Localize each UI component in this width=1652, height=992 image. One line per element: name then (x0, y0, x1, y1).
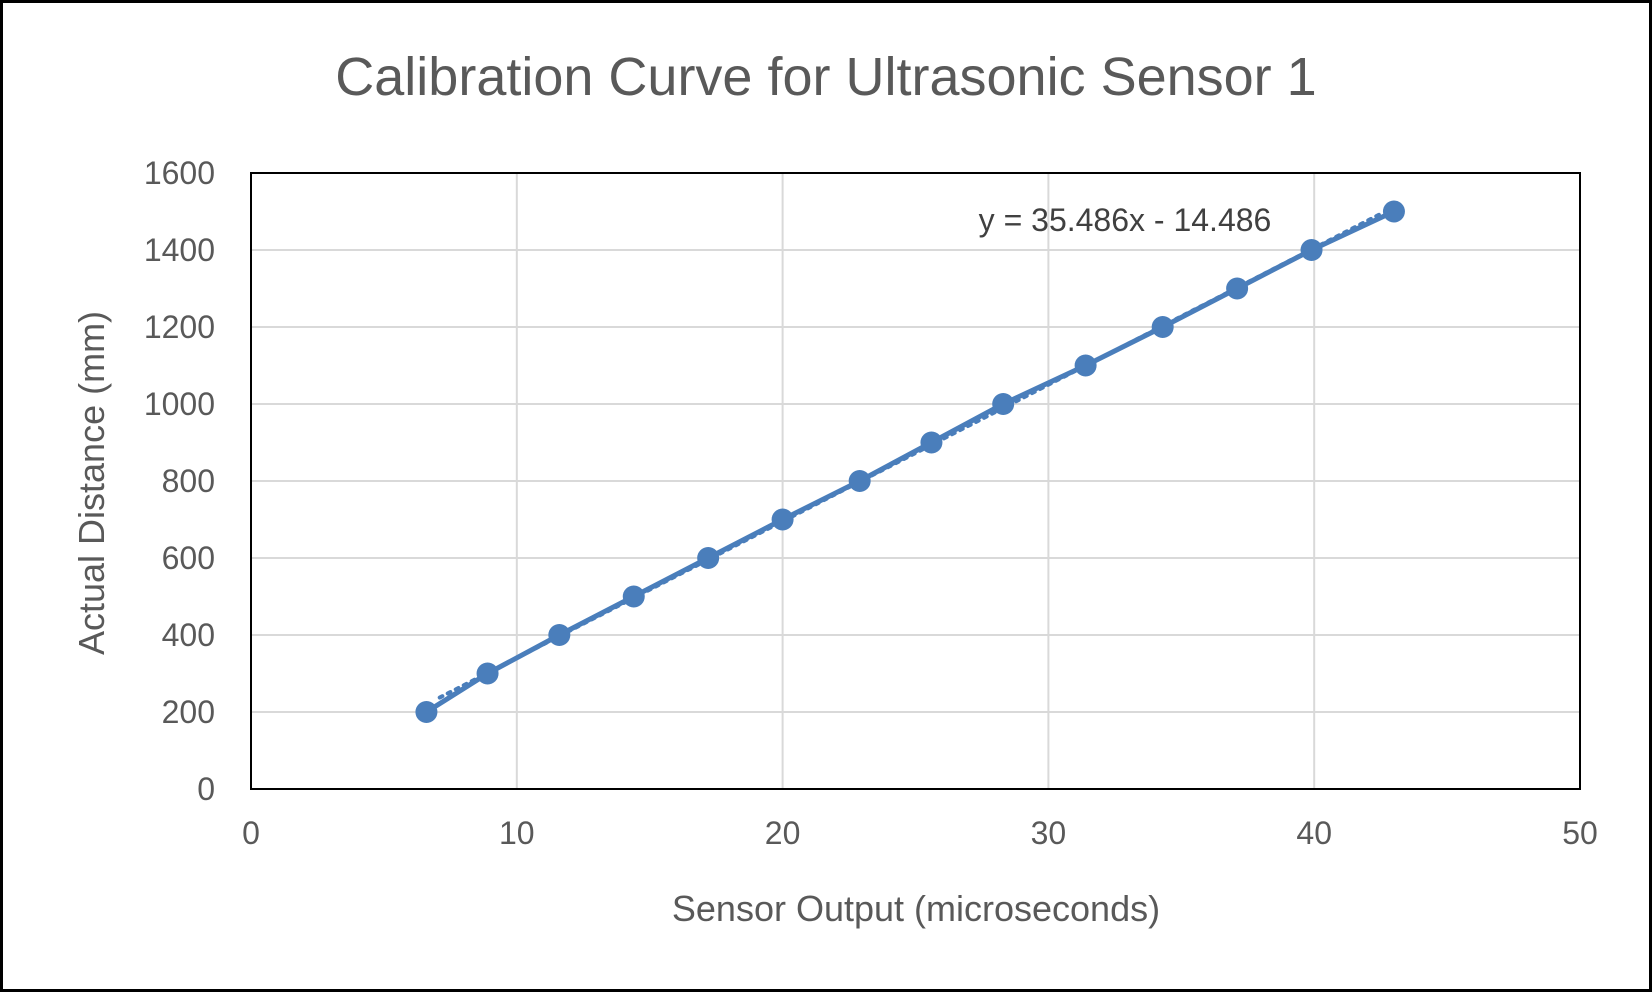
x-axis-title: Sensor Output (microseconds) (672, 888, 1160, 929)
x-tick-label: 30 (1031, 815, 1067, 851)
y-tick-label: 1600 (144, 155, 215, 191)
plot-border (250, 172, 1581, 790)
x-tick-label: 40 (1296, 815, 1332, 851)
data-point (476, 662, 499, 685)
data-point (1382, 200, 1405, 223)
series-layer (415, 200, 1405, 723)
grid-layer (250, 172, 1581, 790)
y-tick-label: 1200 (144, 309, 215, 345)
data-point (1074, 354, 1097, 377)
data-point (697, 547, 720, 569)
data-point (548, 624, 571, 646)
series-line (425, 209, 1395, 715)
x-tick-label: 50 (1562, 815, 1598, 851)
y-axis-title: Actual Distance (mm) (71, 311, 112, 655)
chart-svg: Calibration Curve for Ultrasonic Sensor … (71, 47, 1598, 929)
data-point (771, 508, 794, 531)
y-tick-label: 400 (162, 617, 215, 653)
y-tick-label: 200 (162, 694, 215, 730)
data-point (415, 701, 438, 723)
data-point (992, 393, 1015, 415)
x-tick-label: 0 (242, 815, 260, 851)
data-point (622, 585, 645, 608)
data-point (1151, 316, 1174, 338)
chart-title: Calibration Curve for Ultrasonic Sensor … (335, 47, 1316, 107)
data-point (1226, 277, 1249, 300)
x-tick-label: 20 (765, 815, 801, 851)
data-point (1300, 239, 1323, 261)
data-point (920, 431, 943, 454)
data-point (848, 470, 871, 492)
y-tick-label: 800 (162, 463, 215, 499)
y-tick-label: 0 (197, 771, 215, 807)
x-tick-label: 10 (499, 815, 535, 851)
trendline-equation: y = 35.486x - 14.486 (979, 202, 1272, 238)
y-tick-labels: 0 200 400 600 800 1000 1200 1400 1600 (144, 155, 215, 807)
y-tick-label: 600 (162, 540, 215, 576)
x-tick-labels: 0 10 20 30 40 50 (242, 815, 1598, 851)
y-tick-label: 1000 (144, 386, 215, 422)
y-tick-label: 1400 (144, 232, 215, 268)
